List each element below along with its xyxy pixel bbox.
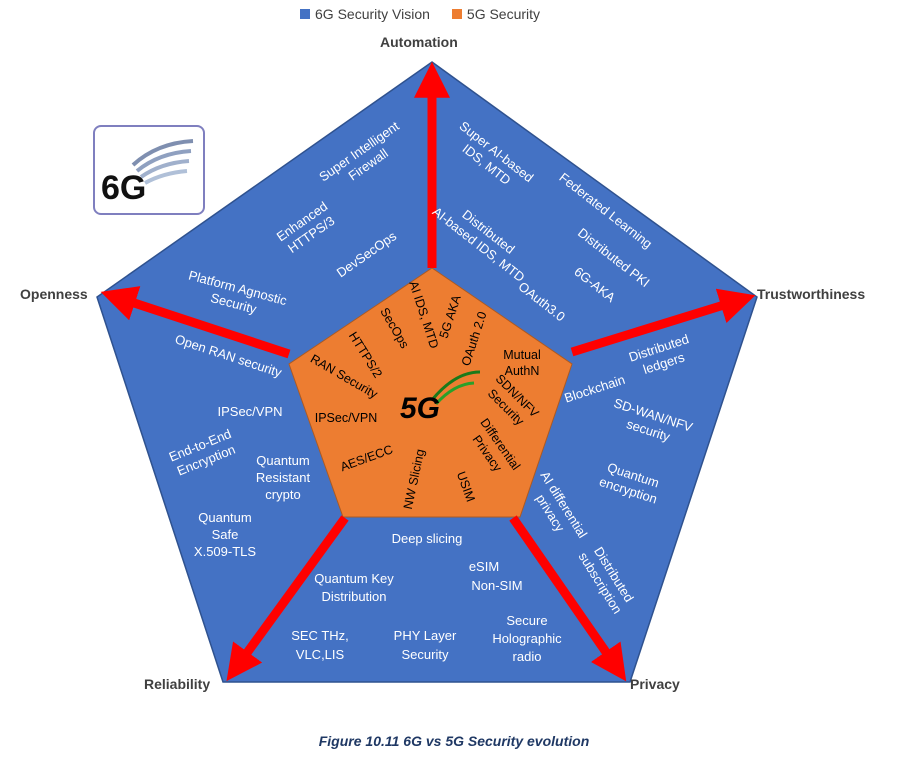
- label-phy-layer: PHY Layer Security: [394, 628, 457, 662]
- legend-swatch-vision: [300, 9, 310, 19]
- logo-6g-arc-4: [144, 169, 188, 185]
- logo-5g: 5G: [400, 370, 481, 425]
- arrow-trustworthiness: [570, 288, 756, 357]
- arrow-reliability: [226, 515, 349, 682]
- axis-trustworthiness: Trustworthiness: [757, 286, 866, 302]
- logo-5g-arc-outer: [430, 370, 481, 401]
- legend-item-current: 5G Security: [451, 6, 541, 22]
- arrow-openness: [100, 286, 291, 359]
- legend-label-current: 5G Security: [466, 6, 541, 22]
- logo-6g-graphic: 6G: [101, 139, 194, 207]
- legend-label-vision: 6G Security Vision: [315, 6, 430, 22]
- label-secure-holographic: Secure Holographic radio: [492, 613, 562, 664]
- axis-automation: Automation: [380, 34, 458, 50]
- label-esim: eSIM: [469, 559, 499, 574]
- logo-5g-text: 5G: [400, 392, 440, 425]
- logo-6g-arc-3: [139, 159, 190, 179]
- logo-6g-text: 6G: [101, 169, 146, 207]
- label-quantum-resistant: Quantum Resistant crypto: [256, 453, 311, 502]
- label-mutual-authn: Mutual AuthN: [503, 348, 541, 378]
- logo-5g-arc-inner: [434, 381, 475, 406]
- label-ipsec-vpn-outer: IPSec/VPN: [217, 404, 282, 419]
- label-quantum-safe: Quantum Safe X.509-TLS: [194, 510, 256, 559]
- axis-openness: Openness: [20, 286, 88, 302]
- label-sec-thz: SEC THz, VLC,LIS: [291, 628, 349, 662]
- logo-6g-arc-2: [135, 149, 192, 173]
- axis-privacy: Privacy: [630, 676, 680, 692]
- logo-6g-arc-1: [131, 139, 194, 167]
- arrow-privacy: [509, 515, 627, 682]
- label-ipsec-vpn-inner: IPSec/VPN: [315, 411, 378, 425]
- label-deep-slicing: Deep slicing: [392, 531, 463, 546]
- figure-caption: Figure 10.11 6G vs 5G Security evolution: [318, 733, 590, 749]
- legend-swatch-current: [451, 9, 462, 19]
- label-quantum-key: Quantum Key Distribution: [314, 571, 394, 604]
- legend-item-vision: 6G Security Vision: [300, 6, 430, 22]
- inner-pentagon: [288, 267, 573, 518]
- label-non-sim: Non-SIM: [471, 578, 522, 593]
- logo-6g: 6G: [93, 125, 205, 215]
- legend: 6G Security Vision 5G Security: [300, 6, 540, 22]
- axis-reliability: Reliability: [144, 676, 211, 692]
